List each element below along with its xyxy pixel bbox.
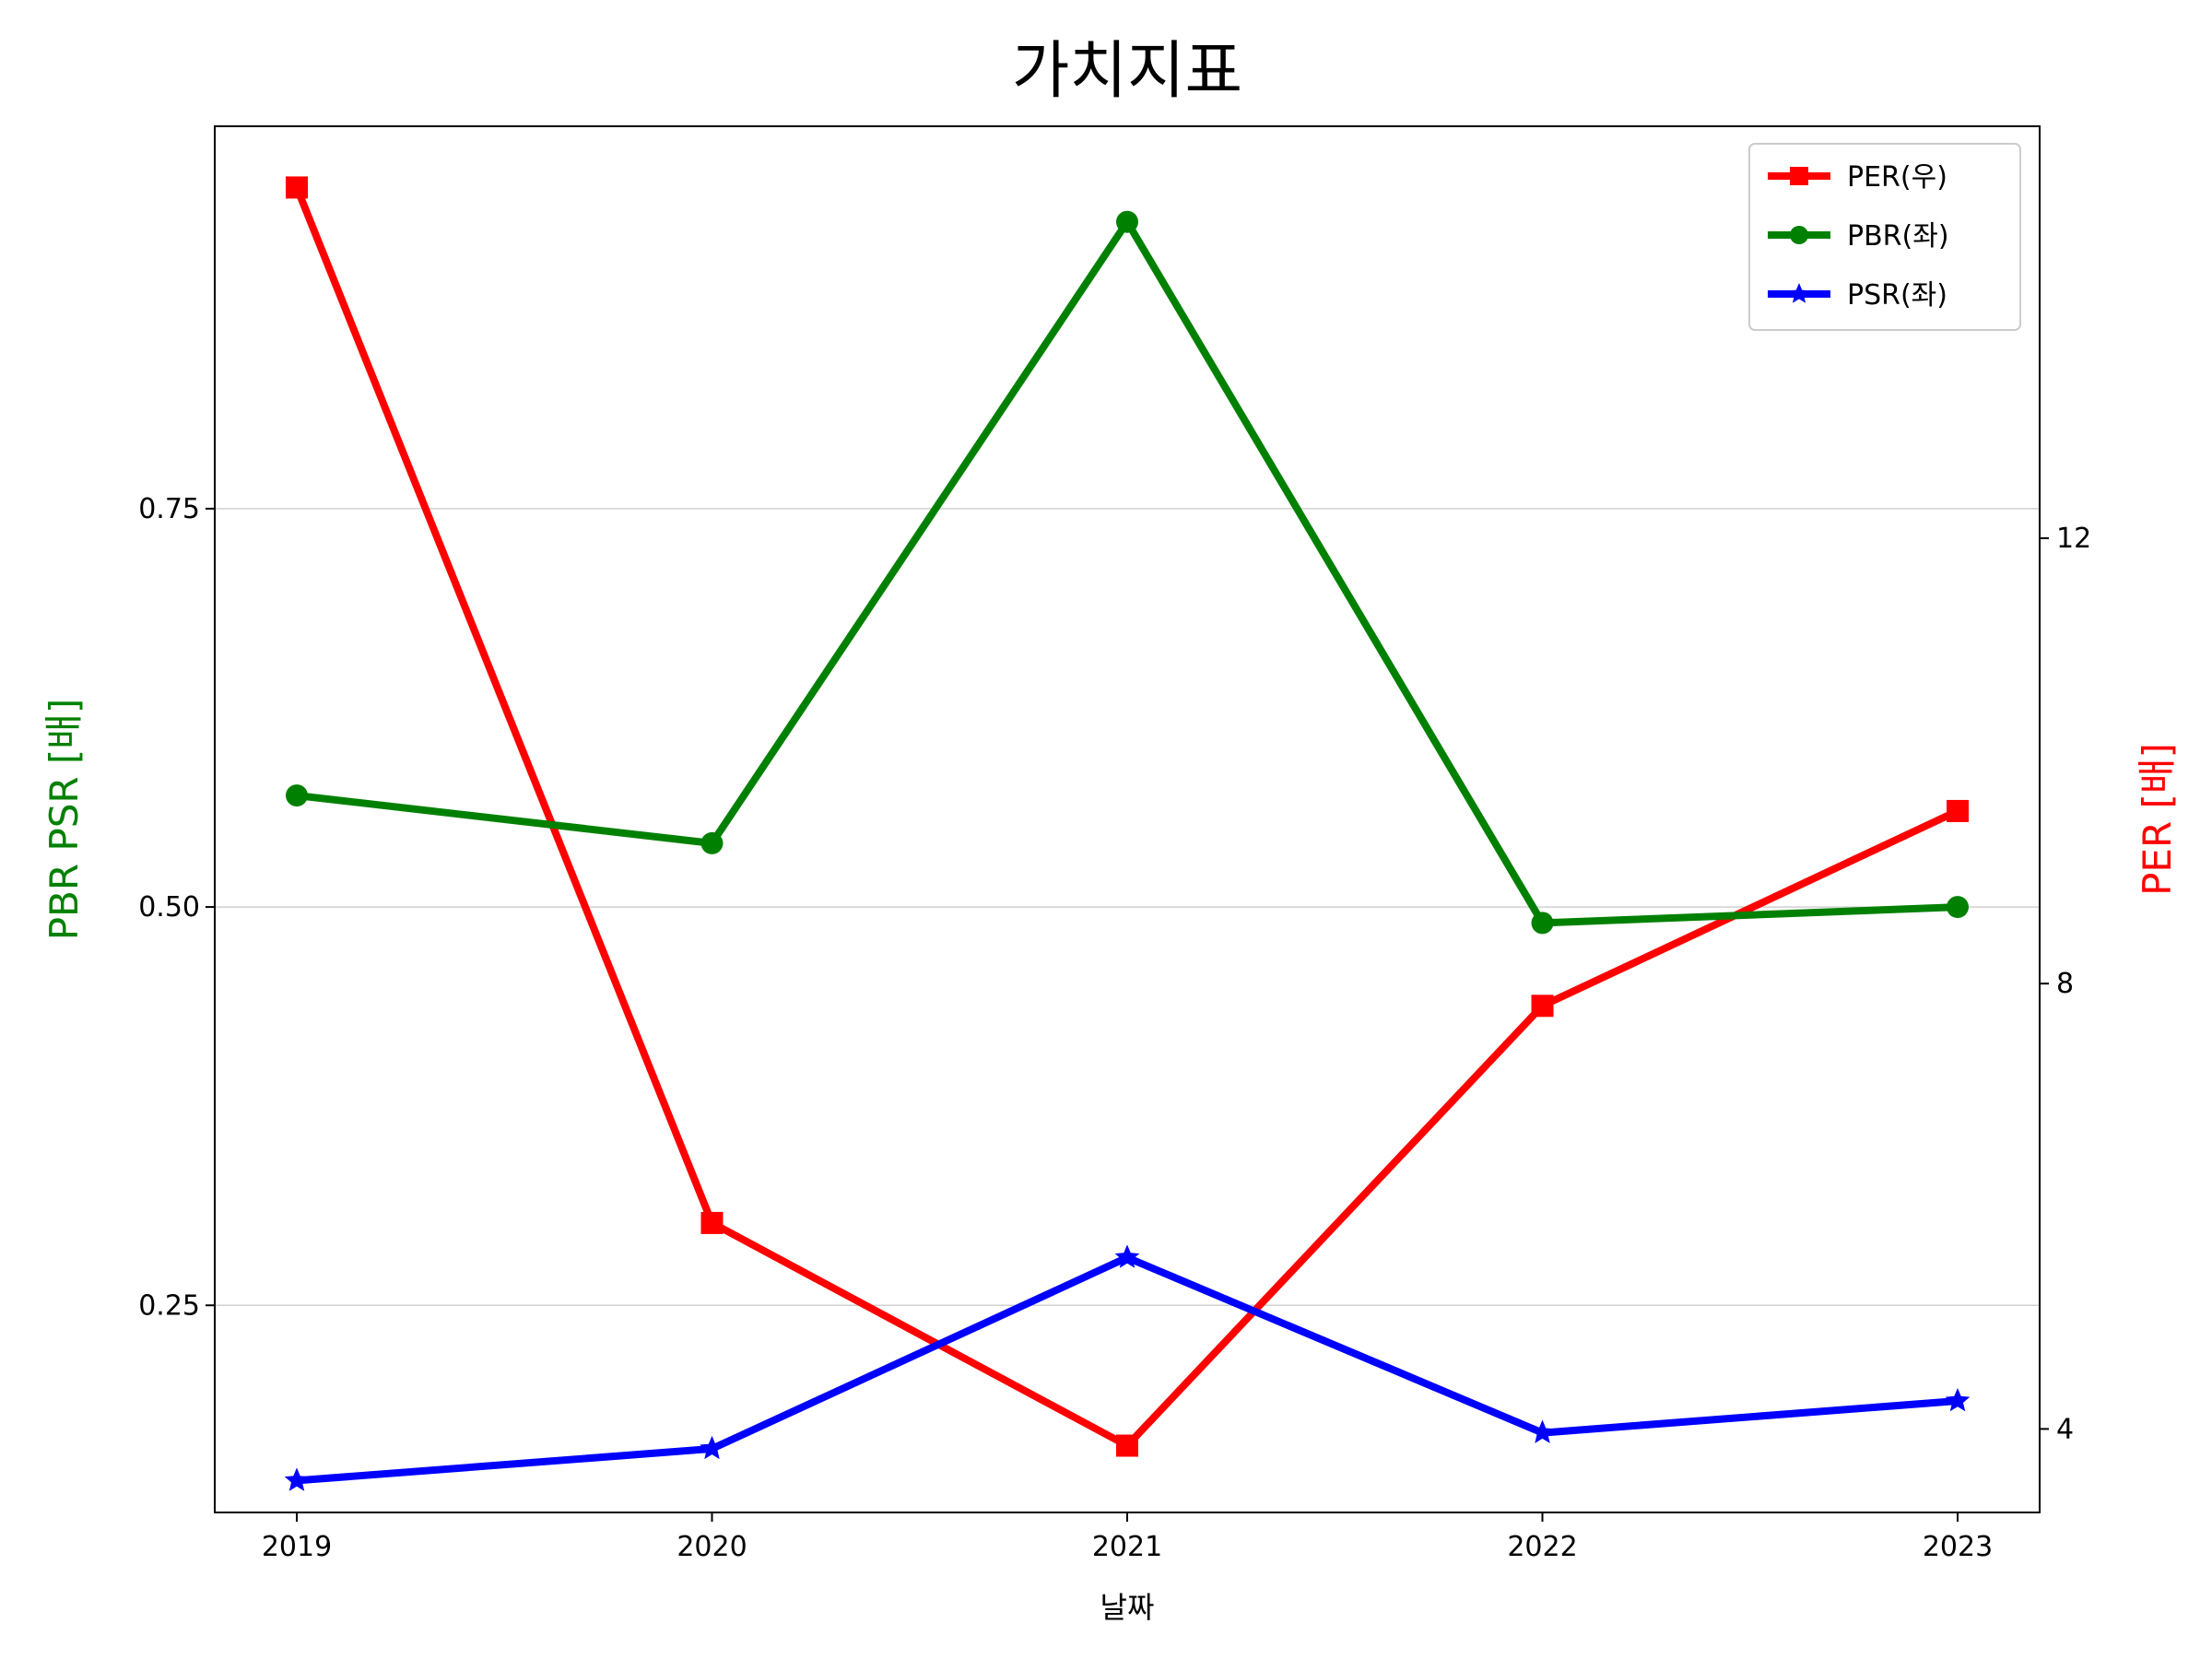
- legend-label: PER(우): [1847, 161, 1947, 194]
- data-point-circle: [1531, 912, 1554, 935]
- legend-label: PSR(좌): [1847, 279, 1947, 312]
- data-point-star: [1114, 1244, 1140, 1268]
- data-point-star: [1530, 1419, 1555, 1443]
- chart-title: 가치지표: [1012, 35, 1242, 108]
- legend-label: PBR(좌): [1847, 220, 1949, 253]
- legend: PER(우) PBR(좌) PSR(좌): [1748, 143, 2021, 331]
- data-point-circle: [1947, 896, 1969, 919]
- series-star-0000ff: [284, 1244, 1971, 1491]
- x-tick-label: 2020: [677, 1531, 747, 1563]
- data-point-square: [286, 176, 308, 199]
- x-tick-label: 2021: [1092, 1531, 1162, 1563]
- y-left-axis: 0.25 0.50 0.75: [138, 493, 215, 1322]
- data-point-star: [700, 1435, 724, 1460]
- y-right-axis-title: PER [배]: [2135, 743, 2180, 896]
- series-square-ff0000: [286, 176, 1969, 1457]
- series-layer: [284, 176, 1971, 1491]
- x-tick-label: 2022: [1507, 1531, 1577, 1563]
- data-point-square: [1947, 799, 1969, 822]
- legend-box: [1748, 143, 2021, 331]
- y-right-tick-label: 4: [2056, 1413, 2074, 1445]
- x-tick-label: 2019: [262, 1531, 332, 1563]
- x-axis: 2019 2020 2021 2022 2023: [262, 1512, 1993, 1563]
- x-axis-title: 날짜: [1100, 1590, 1155, 1625]
- y-right-axis: 4 8 12: [2040, 523, 2091, 1445]
- series-circle-008000: [286, 210, 1969, 935]
- data-point-circle: [1116, 210, 1138, 233]
- data-point-square: [700, 1211, 724, 1234]
- data-point-star: [1945, 1387, 1971, 1412]
- y-left-tick-label: 0.50: [138, 891, 200, 924]
- legend-marker: [1788, 283, 1810, 303]
- x-tick-label: 2023: [1923, 1531, 1993, 1563]
- y-right-tick-label: 12: [2056, 523, 2091, 555]
- data-point-star: [284, 1467, 310, 1491]
- data-point-square: [1116, 1434, 1138, 1457]
- y-right-tick-label: 8: [2056, 968, 2074, 1000]
- legend-marker: [1790, 226, 1808, 244]
- grid-lines: [215, 508, 2040, 1307]
- data-point-circle: [286, 784, 308, 807]
- data-point-circle: [700, 831, 724, 854]
- y-left-tick-label: 0.25: [138, 1289, 200, 1322]
- y-left-tick-label: 0.75: [138, 493, 200, 525]
- y-left-axis-title: PBR PSR [배]: [41, 699, 87, 941]
- legend-marker: [1790, 167, 1808, 185]
- data-point-square: [1531, 994, 1554, 1018]
